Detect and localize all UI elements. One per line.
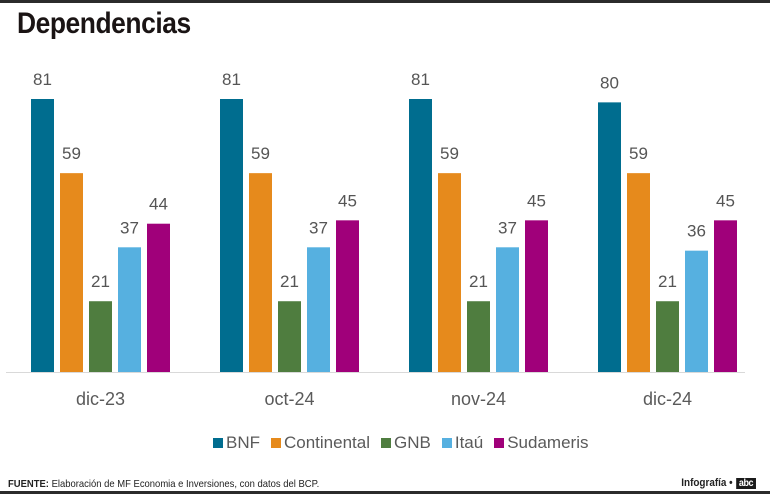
value-label: 81 [222, 70, 241, 89]
legend-item: Itaú [441, 433, 484, 453]
bar-gnb-oct-24 [278, 301, 301, 372]
abc-logo: abc [736, 477, 756, 489]
legend-label: Itaú [454, 433, 484, 452]
value-label: 59 [62, 144, 81, 163]
value-label: 59 [440, 144, 459, 163]
value-labels-layer: 81 59 21 37 44 81 59 21 37 45 81 59 21 37 45 80 59 21 36 45 [33, 70, 735, 291]
value-label: 37 [309, 218, 328, 237]
value-label: 81 [411, 70, 430, 89]
legend-item: Sudameris [494, 433, 588, 453]
value-label: 45 [527, 191, 546, 210]
source-text: Elaboración de MF Economia e Inversiones… [51, 478, 320, 490]
bar-ita--nov-24 [496, 247, 519, 372]
legend-swatch [213, 438, 223, 448]
bar-bnf-nov-24 [409, 99, 432, 372]
legend: BNF Continental GNB Itaú Sudameris [213, 433, 599, 453]
credit: Infografía • abc [682, 477, 756, 489]
value-label: 21 [91, 272, 110, 291]
bar-bnf-dic-23 [31, 99, 54, 372]
bar-sudameris-nov-24 [525, 220, 548, 372]
value-label: 36 [687, 222, 706, 241]
value-label: 81 [33, 70, 52, 89]
value-label: 44 [149, 195, 168, 214]
value-label: 21 [658, 272, 677, 291]
bar-continental-dic-23 [60, 173, 83, 372]
top-rule [0, 0, 770, 3]
legend-item: GNB [381, 433, 431, 453]
category-label: nov-24 [451, 389, 506, 409]
bar-continental-dic-24 [627, 173, 650, 372]
bar-gnb-nov-24 [467, 301, 490, 372]
legend-label: GNB [394, 433, 431, 452]
bar-ita--dic-23 [118, 247, 141, 372]
bar-sudameris-dic-23 [147, 223, 170, 372]
legend-swatch [381, 438, 392, 448]
value-label: 21 [280, 272, 299, 291]
legend-label: Continental [284, 433, 371, 452]
bar-sudameris-oct-24 [336, 220, 359, 372]
source-note: FUENTE: Elaboración de MF Economia e Inv… [8, 478, 319, 490]
legend-item: Continental [271, 433, 370, 453]
legend-swatch [494, 438, 505, 448]
bar-sudameris-dic-24 [714, 220, 737, 372]
bar-gnb-dic-24 [656, 301, 679, 372]
value-label: 45 [338, 191, 357, 210]
source-label: FUENTE: [8, 478, 49, 490]
value-label: 37 [120, 218, 139, 237]
legend-swatch [271, 438, 281, 448]
bottom-rule [0, 491, 770, 494]
value-label: 59 [251, 144, 270, 163]
legend-item: BNF [213, 433, 260, 453]
value-label: 59 [629, 144, 648, 163]
bar-bnf-oct-24 [220, 99, 243, 372]
bar-continental-nov-24 [438, 173, 461, 372]
category-label: dic-24 [643, 389, 692, 409]
value-label: 80 [600, 73, 619, 92]
chart-title: Dependencias [17, 7, 191, 40]
bars-layer [31, 99, 737, 373]
bar-ita--dic-24 [685, 250, 708, 372]
legend-label: BNF [226, 433, 260, 452]
category-labels-layer: dic-23 oct-24 nov-24 dic-24 [76, 389, 692, 409]
value-label: 45 [716, 191, 735, 210]
credit-text: Infografía • [681, 477, 733, 489]
legend-swatch [441, 438, 452, 448]
value-label: 21 [469, 272, 488, 291]
bar-continental-oct-24 [249, 173, 272, 372]
bar-ita--oct-24 [307, 247, 330, 372]
legend-label: Sudameris [507, 433, 589, 452]
value-label: 37 [498, 218, 517, 237]
category-label: dic-23 [76, 389, 125, 409]
bar-gnb-dic-23 [89, 301, 112, 372]
bar-bnf-dic-24 [598, 102, 621, 373]
category-label: oct-24 [264, 389, 314, 409]
